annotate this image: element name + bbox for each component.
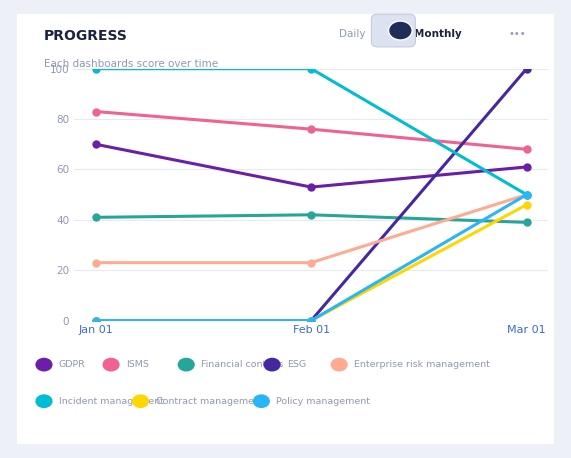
Circle shape: [331, 358, 348, 371]
Circle shape: [178, 358, 195, 371]
Text: Contract management: Contract management: [156, 397, 263, 406]
FancyBboxPatch shape: [371, 14, 415, 47]
Text: Policy management: Policy management: [276, 397, 371, 406]
Text: PROGRESS: PROGRESS: [44, 29, 128, 43]
Circle shape: [132, 394, 149, 408]
Circle shape: [35, 358, 53, 371]
Text: Each dashboards score over time: Each dashboards score over time: [44, 59, 218, 69]
Text: GDPR: GDPR: [59, 360, 86, 369]
Circle shape: [35, 394, 53, 408]
Text: Financial controls: Financial controls: [201, 360, 284, 369]
Text: ESG: ESG: [287, 360, 306, 369]
Text: Incident management: Incident management: [59, 397, 164, 406]
Circle shape: [388, 21, 412, 40]
Circle shape: [263, 358, 281, 371]
Text: •••: •••: [508, 29, 526, 39]
Text: ISMS: ISMS: [126, 360, 149, 369]
Circle shape: [253, 394, 270, 408]
Text: Daily: Daily: [339, 29, 365, 39]
Circle shape: [102, 358, 120, 371]
Text: Enterprise risk management: Enterprise risk management: [354, 360, 490, 369]
Text: Monthly: Monthly: [415, 29, 462, 39]
